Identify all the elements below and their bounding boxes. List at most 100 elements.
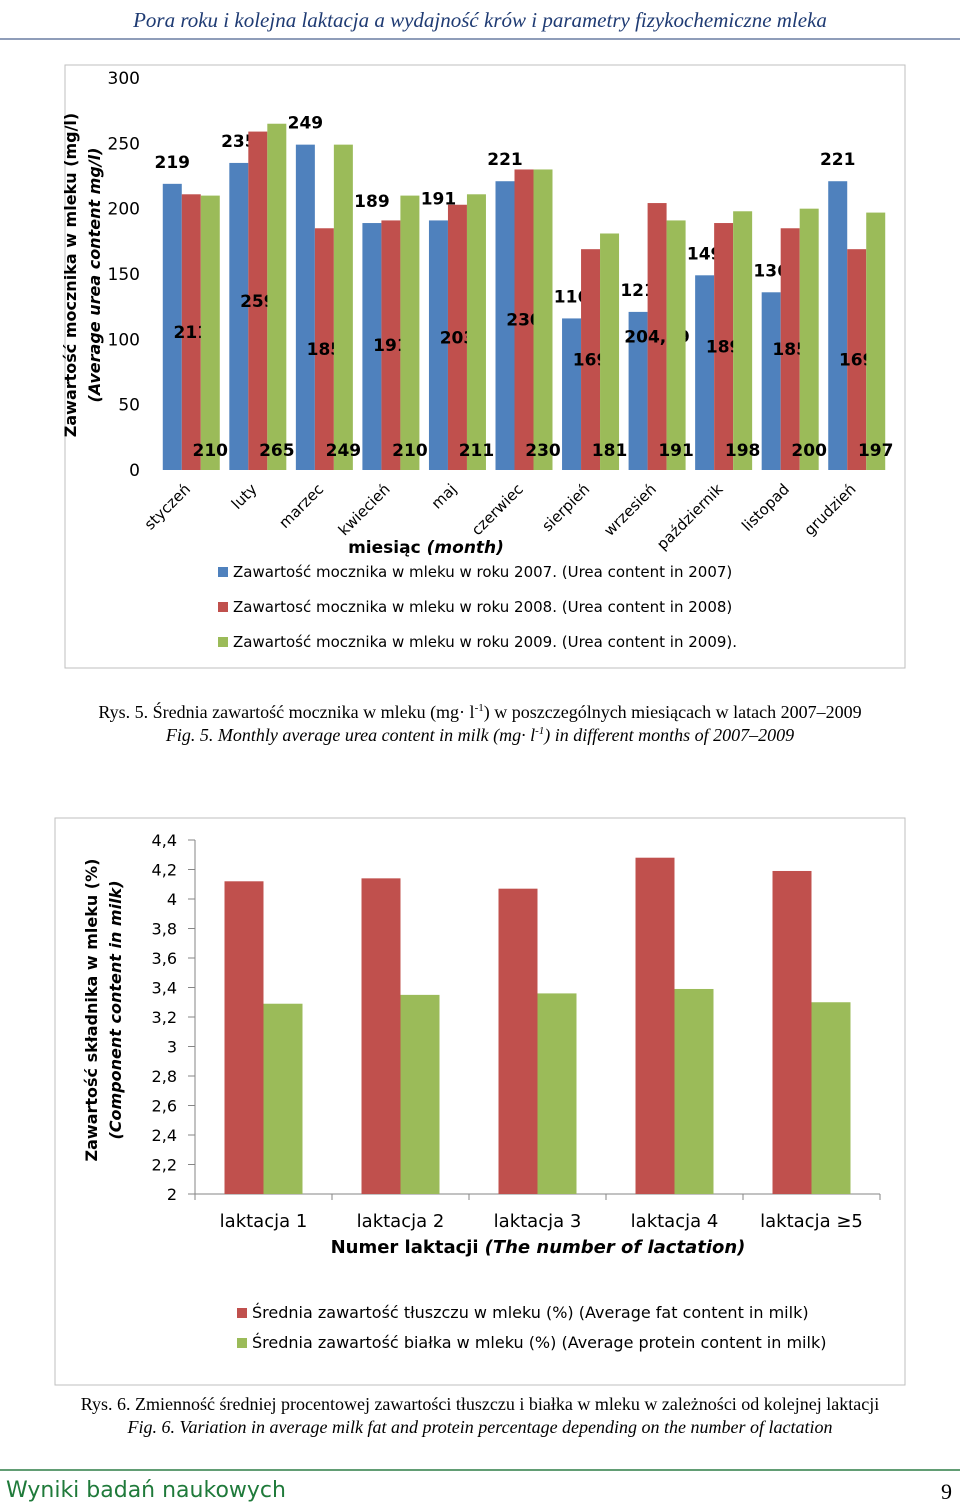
chart-frame	[54, 817, 906, 1386]
x-tick-label: laktacja 3	[494, 1211, 582, 1232]
data-label: 189	[354, 192, 390, 212]
chart-frame	[64, 64, 906, 669]
caption-part: ) w poszczególnych miesiącach w latach 2…	[484, 702, 862, 723]
caption-en: Fig. 6. Variation in average milk fat an…	[126, 1417, 832, 1437]
y-tick-label: 4	[167, 890, 177, 909]
bar	[361, 878, 401, 1194]
data-label: 136	[753, 261, 789, 281]
y-tick-label: 100	[108, 330, 140, 350]
caption-part: ) in different months of 2007–2009	[543, 725, 794, 746]
y-axis-title: (Average urea content mg/l)	[85, 148, 104, 403]
data-label: 121	[620, 281, 656, 301]
x-tick-label: styczeń	[141, 480, 194, 533]
caption-part: Rys. 5. Średnia zawartość mocznika w mle…	[98, 701, 474, 723]
data-label: 211	[459, 441, 495, 461]
data-label: 235	[221, 132, 257, 152]
bar	[333, 144, 353, 470]
x-tick-label: maj	[428, 480, 461, 513]
y-tick-label: 150	[108, 265, 140, 285]
bar	[267, 123, 287, 470]
x-tick-label: luty	[228, 480, 261, 513]
page-header: Pora roku i kolejna laktacja a wydajność…	[132, 8, 827, 32]
x-tick-label: laktacja 2	[357, 1211, 445, 1232]
bar	[799, 208, 819, 470]
x-tick-label: laktacja ≥5	[760, 1211, 863, 1232]
data-label: 210	[392, 441, 428, 461]
bar	[362, 223, 382, 470]
bar	[811, 1002, 851, 1194]
data-label: 265	[259, 441, 295, 461]
bar	[866, 212, 886, 470]
bar	[628, 311, 648, 470]
x-tick-label: listopad	[738, 480, 793, 535]
bar	[428, 220, 448, 470]
data-label: 210	[193, 441, 229, 461]
x-axis-title: Numer laktacji (The number of lactation)	[331, 1237, 746, 1258]
y-tick-label: 200	[108, 200, 140, 220]
data-label: 230	[506, 311, 542, 331]
data-label: 198	[725, 441, 761, 461]
data-label: 191	[421, 189, 457, 209]
x-tick-label: laktacja 1	[220, 1211, 308, 1232]
y-axis-title: Zawartość składnika w mleku (%)	[82, 859, 101, 1162]
x-axis-title-part: (month)	[427, 538, 504, 558]
y-tick-label: 300	[108, 69, 140, 89]
bar	[162, 183, 182, 470]
bar	[733, 211, 753, 470]
bar	[200, 195, 220, 470]
legend-label: Zawartosć mocznika w mleku w roku 2008. …	[233, 598, 732, 616]
footer-text: Wyniki badań naukowych	[6, 1478, 286, 1503]
data-label: 211	[174, 323, 210, 343]
y-tick-label: 250	[108, 134, 140, 154]
data-label: 191	[658, 441, 694, 461]
bar	[772, 870, 812, 1194]
bar	[498, 888, 538, 1194]
legend-swatch	[237, 1338, 247, 1348]
bar	[635, 857, 675, 1194]
legend-label: Średnia zawartość tłuszczu w mleku (%) (…	[252, 1303, 809, 1322]
bar	[666, 220, 686, 470]
y-tick-label: 2,8	[152, 1067, 177, 1086]
data-label: 149	[687, 244, 723, 264]
bar	[224, 881, 264, 1194]
legend-label: Zawartość mocznika w mleku w roku 2009. …	[233, 633, 737, 651]
data-label: 116	[554, 287, 590, 307]
x-tick-label: wrzesień	[600, 480, 660, 540]
bar	[695, 275, 715, 470]
bar	[533, 169, 553, 470]
y-axis-title: (Component content in milk)	[106, 880, 125, 1139]
legend-label: Średnia zawartość białka w mleku (%) (Av…	[252, 1333, 826, 1352]
x-tick-label: marzec	[275, 480, 327, 532]
data-label: 249	[288, 114, 324, 134]
x-tick-label: październik	[653, 480, 727, 554]
data-label: 181	[592, 441, 628, 461]
x-tick-label: sierpień	[538, 480, 593, 535]
y-tick-label: 3,2	[152, 1008, 177, 1027]
bar	[295, 144, 315, 470]
caption-sup: -1	[535, 725, 544, 737]
caption-sup: -1	[475, 702, 484, 714]
bar	[581, 249, 601, 470]
bar	[495, 181, 515, 470]
y-tick-label: 3	[167, 1038, 177, 1057]
legend-swatch	[218, 567, 228, 577]
bar	[466, 194, 486, 470]
bar	[600, 233, 620, 470]
bar	[400, 195, 420, 470]
x-axis-title-part: Numer laktacji	[331, 1237, 479, 1258]
data-label: 221	[820, 150, 856, 170]
bar	[447, 204, 467, 470]
data-label: 185	[772, 340, 808, 360]
data-label: 230	[525, 441, 561, 461]
x-axis-title-part: miesiąc	[348, 538, 421, 558]
x-tick-label: grudzień	[801, 480, 860, 539]
x-axis-title: miesiąc (month)	[348, 538, 504, 558]
bar	[714, 223, 734, 470]
bar	[181, 194, 201, 470]
legend-label: Zawartość mocznika w mleku w roku 2007. …	[233, 563, 732, 581]
data-label: 169	[573, 351, 609, 371]
bar	[381, 220, 401, 470]
y-tick-label: 2,4	[152, 1126, 177, 1145]
bar	[537, 993, 577, 1194]
bar	[562, 318, 582, 470]
